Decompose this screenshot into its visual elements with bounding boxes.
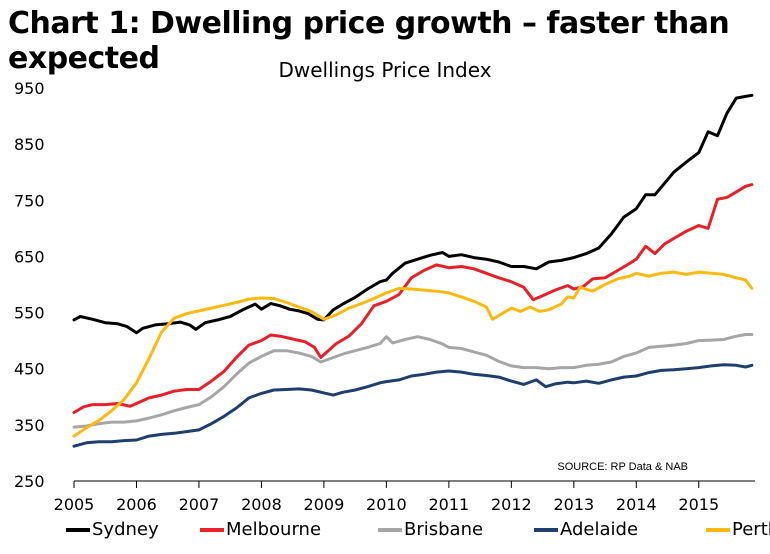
- legend-label: Brisbane: [404, 519, 484, 540]
- legend-item-adelaide: Adelaide: [534, 519, 638, 540]
- legend-label: Perth: [732, 519, 770, 540]
- legend-swatch: [534, 527, 558, 532]
- legend-label: Melbourne: [226, 519, 322, 540]
- series-line-adelaide: [72, 363, 754, 448]
- y-tick-label: 750: [14, 191, 45, 210]
- x-tick-label: 2014: [616, 495, 657, 514]
- x-tick-label: 2006: [116, 495, 157, 514]
- page-title: Chart 1: Dwelling price growth – faster …: [8, 6, 730, 76]
- series-line-brisbane: [72, 333, 754, 429]
- series-line-perth: [72, 270, 754, 438]
- y-tick-label: 250: [14, 472, 45, 491]
- legend-swatch: [200, 527, 224, 532]
- chart-title: Dwellings Price Index: [278, 58, 492, 82]
- x-tick-label: 2005: [54, 495, 95, 514]
- legend-label: Adelaide: [560, 519, 639, 540]
- y-tick-label: 550: [14, 304, 45, 323]
- series-layer: [72, 93, 754, 448]
- x-tick-label: 2015: [678, 495, 719, 514]
- y-tick-label: 450: [14, 360, 45, 379]
- x-tick-label: 2010: [366, 495, 407, 514]
- legend-item-brisbane: Brisbane: [378, 519, 483, 540]
- legend-label: Sydney: [92, 519, 159, 540]
- legend-item-melbourne: Melbourne: [200, 519, 321, 540]
- y-tick-label: 950: [14, 79, 45, 98]
- legend-swatch: [378, 527, 402, 532]
- x-tick-label: 2007: [179, 495, 220, 514]
- legend-item-sydney: Sydney: [66, 519, 159, 540]
- y-tick-label: 850: [14, 135, 45, 154]
- x-tick-label: 2009: [304, 495, 345, 514]
- x-tick-label: 2008: [241, 495, 282, 514]
- x-tick-label: 2013: [553, 495, 594, 514]
- chart-axes: 950 850 750 650 550 450 350 250 2005 2006 2007 2008…: [14, 79, 755, 514]
- x-tick-label: 2012: [491, 495, 532, 514]
- series-line-melbourne: [72, 183, 754, 414]
- legend-swatch: [706, 527, 730, 532]
- y-tick-label: 350: [14, 416, 45, 435]
- legend-swatch: [66, 527, 90, 532]
- legend-item-perth: Perth: [706, 519, 770, 540]
- source-note: SOURCE: RP Data & NAB: [557, 461, 688, 473]
- x-tick-label: 2011: [429, 495, 470, 514]
- series-line-sydney: [72, 93, 754, 335]
- y-tick-label: 650: [14, 247, 45, 266]
